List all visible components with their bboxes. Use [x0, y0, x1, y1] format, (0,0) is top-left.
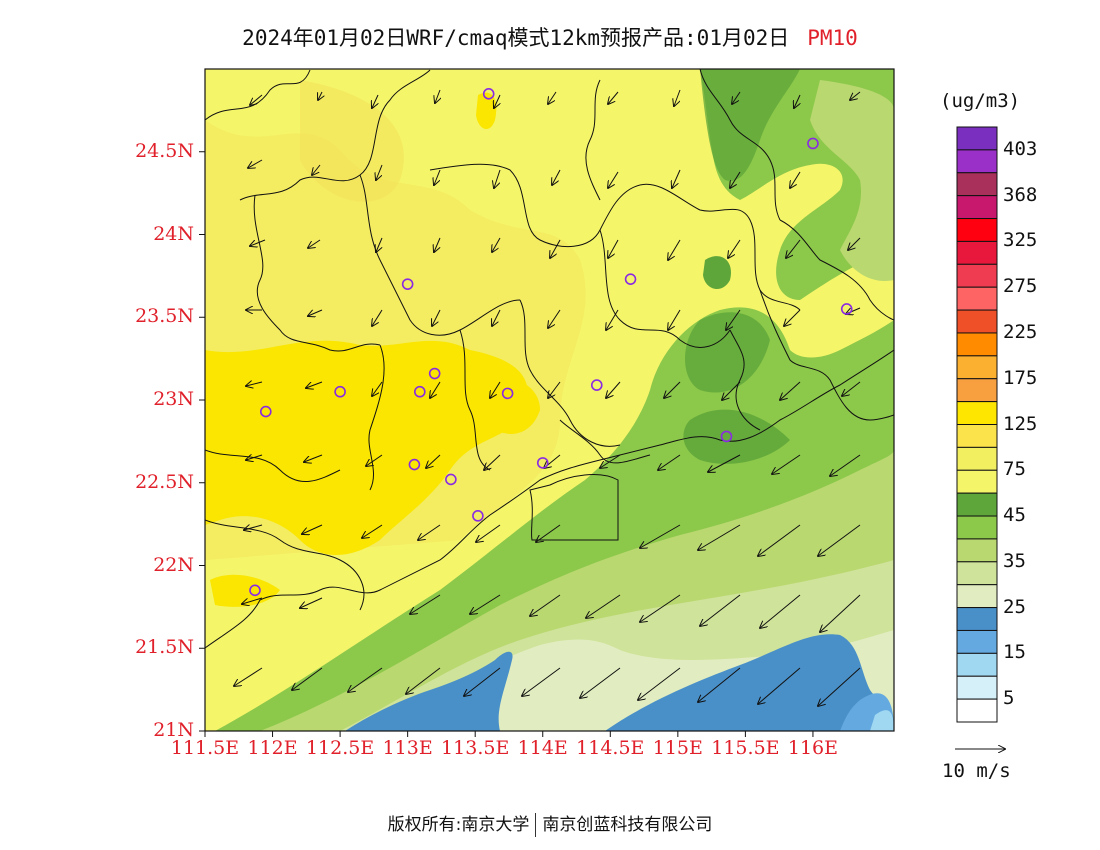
legend-label: 75 — [1003, 458, 1026, 481]
colorbar-swatch — [956, 126, 998, 151]
colorbar-swatch — [956, 286, 998, 311]
lat-label: 22.5N — [135, 470, 194, 493]
station-marker — [590, 379, 603, 391]
colorbar-swatch — [956, 538, 998, 563]
legend-label: 225 — [1003, 320, 1038, 343]
colorbar-swatch — [956, 561, 998, 586]
station-marker — [501, 387, 514, 400]
legend-label: 5 — [1003, 687, 1015, 710]
lon-label: 111.5E — [170, 737, 240, 759]
wind-reference-label: 10 m/s — [942, 760, 1011, 782]
legend-label: 403 — [1003, 137, 1038, 160]
colorbar-swatch — [956, 446, 998, 471]
lat-label: 23.5N — [135, 305, 194, 328]
station-marker — [840, 303, 853, 315]
lon-label: 115.5E — [711, 737, 780, 759]
station-marker — [428, 367, 441, 380]
colorbar-swatch — [956, 309, 998, 334]
colorbar-swatch — [956, 607, 998, 631]
legend-label: 35 — [1003, 549, 1026, 572]
station-marker — [408, 458, 421, 471]
lat-label: 22N — [153, 553, 194, 576]
lon-label: 114E — [517, 737, 568, 759]
colorbar-swatch — [956, 263, 998, 288]
colorbar-swatch — [956, 378, 998, 403]
legend-label: 25 — [1003, 595, 1026, 618]
colorbar-swatch — [956, 469, 998, 494]
map-title: 2024年01月02日WRF/cmaq模式12km预报产品:01月02日 PM10 — [0, 22, 1100, 52]
footer-divider — [535, 813, 537, 837]
colorbar-swatch — [956, 218, 998, 242]
colorbar — [956, 126, 998, 723]
colorbar-swatch — [956, 675, 998, 700]
footer: 版权所有:南京大学 南京创蓝科技有限公司 — [0, 810, 1100, 837]
lon-label: 113.5E — [441, 737, 510, 759]
colorbar-swatch — [956, 172, 998, 197]
station-marker — [414, 385, 426, 398]
station-marker — [334, 385, 346, 398]
legend-unit: (ug/m3) — [940, 90, 1021, 112]
lon-label: 115E — [652, 737, 703, 759]
lon-label: 112E — [247, 737, 298, 759]
company-text: 南京创蓝科技有限公司 — [542, 815, 713, 835]
legend-label: 45 — [1003, 504, 1026, 527]
monitoring-stations — [249, 88, 853, 597]
legend-label: 325 — [1003, 229, 1038, 252]
legend-label: 368 — [1003, 183, 1038, 206]
lat-label: 24.5N — [135, 139, 194, 162]
colorbar-swatch — [956, 629, 998, 654]
lon-label: 113E — [382, 737, 433, 759]
colorbar-swatch — [956, 401, 998, 426]
colorbar-swatch — [956, 424, 998, 448]
lon-label: 116E — [787, 737, 839, 759]
legend-label: 175 — [1003, 366, 1038, 389]
lat-label: 21.5N — [135, 636, 194, 659]
colorbar-swatch — [956, 492, 998, 517]
colorbar-swatch — [956, 584, 998, 609]
colorbar-swatch — [956, 515, 998, 540]
title-text: 2024年01月02日WRF/cmaq模式12km预报产品:01月02日 — [242, 26, 790, 50]
lat-label: 21N — [153, 719, 194, 741]
station-marker — [536, 457, 549, 469]
colorbar-swatch — [956, 149, 998, 174]
legend-label: 125 — [1003, 412, 1038, 435]
copyright-text: 版权所有:南京大学 — [387, 815, 530, 835]
axis-ticks — [199, 151, 814, 737]
colorbar-swatch — [956, 195, 998, 220]
lon-label: 112.5E — [305, 737, 375, 759]
station-marker — [472, 510, 484, 522]
station-marker — [720, 430, 733, 443]
station-marker — [445, 473, 457, 486]
station-marker — [482, 88, 495, 100]
lon-label: 114.5E — [576, 737, 645, 759]
boundaries — [205, 69, 894, 649]
station-marker — [249, 584, 261, 597]
lat-label: 24N — [153, 222, 194, 245]
concentration-field — [205, 69, 894, 731]
colorbar-swatch — [956, 652, 998, 677]
colorbar-swatch — [956, 698, 998, 723]
wind-vectors — [234, 89, 861, 706]
station-marker — [401, 278, 414, 290]
colorbar-swatch — [956, 240, 998, 265]
station-marker — [259, 405, 272, 418]
station-marker — [807, 137, 819, 150]
lat-label: 23N — [153, 388, 194, 410]
pollutant-label: PM10 — [807, 26, 858, 50]
station-marker — [624, 273, 637, 285]
legend-label: 15 — [1003, 641, 1026, 664]
colorbar-swatch — [956, 355, 998, 380]
colorbar-swatch — [956, 332, 998, 357]
legend-label: 275 — [1003, 275, 1038, 298]
